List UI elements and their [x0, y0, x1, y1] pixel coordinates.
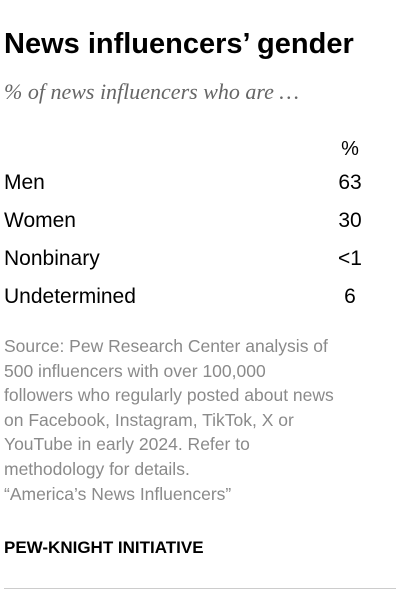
column-header-percent: %: [341, 138, 359, 160]
row-label: Men: [4, 171, 45, 194]
source-report-title: “America’s News Influencers”: [4, 483, 232, 504]
source-note: Source: Pew Research Center analysis of …: [4, 334, 396, 506]
table-row-nonbinary: Nonbinary <1: [4, 244, 390, 274]
source-line: Source: Pew Research Center analysis of: [4, 336, 328, 356]
bottom-divider: [4, 588, 396, 589]
source-line: followers who regularly posted about new…: [4, 385, 334, 406]
table-row-women: Women 30: [4, 206, 390, 236]
brand-logo-text: PEW-KNIGHT INITIATIVE: [4, 538, 204, 557]
row-label: Undetermined: [4, 285, 136, 308]
table-row-men: Men 63: [4, 168, 390, 198]
row-value: 63: [338, 171, 362, 194]
source-line: 500 influencers with over 100,000: [4, 360, 266, 381]
chart-title: News influencers’ gender: [4, 28, 354, 60]
row-label: Women: [4, 209, 76, 232]
source-line: on Facebook, Instagram, TikTok, X or: [4, 409, 294, 430]
chart-subtitle: % of news influencers who are …: [4, 79, 299, 104]
row-value: 30: [338, 209, 362, 232]
row-label: Nonbinary: [4, 247, 100, 270]
row-value: 6: [344, 285, 356, 308]
source-line: methodology for details.: [4, 458, 190, 479]
row-value: <1: [338, 247, 362, 270]
source-line: YouTube in early 2024. Refer to: [4, 434, 250, 455]
table-row-undetermined: Undetermined 6: [4, 282, 390, 312]
